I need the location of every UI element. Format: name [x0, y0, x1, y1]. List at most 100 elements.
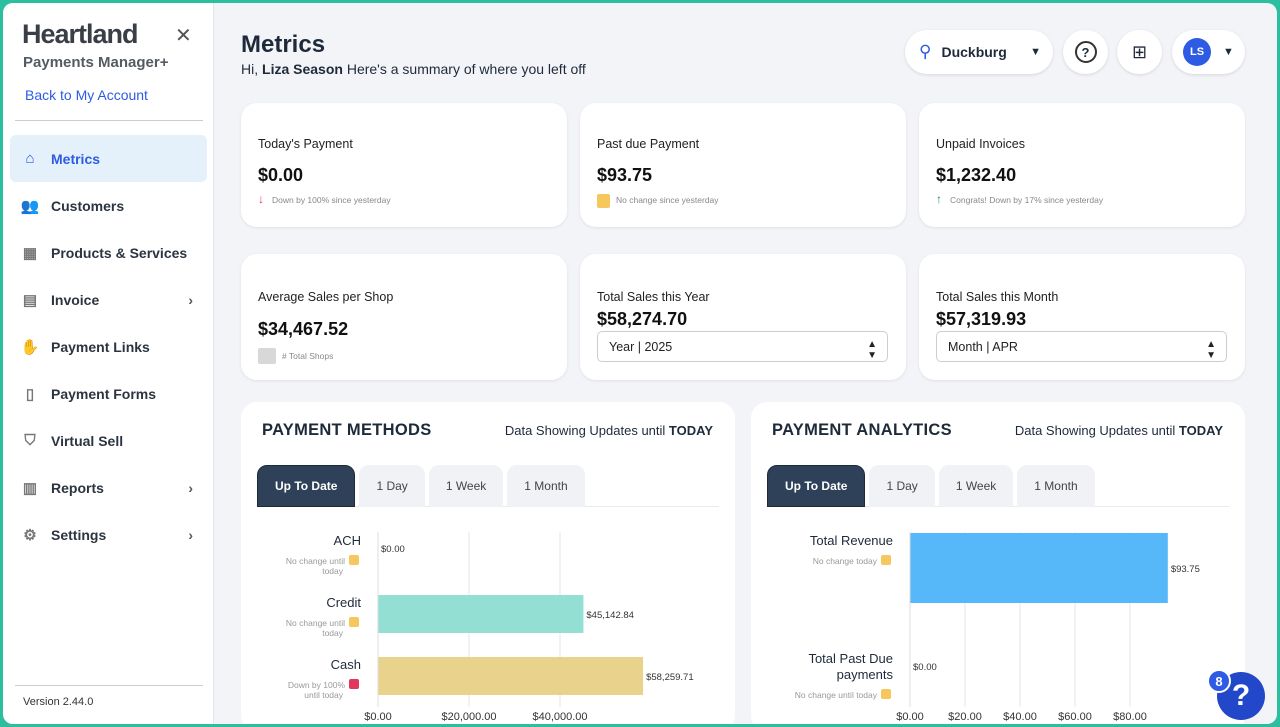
tab-1-day[interactable]: 1 Day [869, 465, 935, 507]
tab-1-month[interactable]: 1 Month [1017, 465, 1095, 507]
chevron-down-icon: ▼ [1223, 46, 1234, 58]
page-title: Metrics [241, 31, 326, 58]
data-label: $58,259.71 [646, 672, 694, 683]
app-window: Heartland Payments Manager+ ✕ Back to My… [3, 3, 1277, 724]
gears-icon: ⚙ [23, 526, 37, 544]
sidebar-item-label: Virtual Sell [51, 432, 124, 449]
arrow-up-icon: ↑ [936, 192, 942, 206]
card-value: $93.75 [597, 165, 653, 185]
sidebar-item-virtual-sell[interactable]: ⛉ Virtual Sell [10, 417, 207, 464]
location-pin-icon: ⚲ [919, 42, 932, 61]
card-value: $34,467.52 [258, 319, 349, 339]
close-sidebar-icon[interactable]: ✕ [175, 25, 192, 47]
x-tick-label: $40,000.00 [532, 711, 587, 723]
thumbs-down-icon [349, 679, 359, 689]
change-note: No change today [813, 556, 878, 566]
card-note: Congrats! Down by 17% since yesterday [950, 195, 1104, 205]
bar [378, 657, 644, 695]
sort-arrows-icon: ▲ ▼ [867, 339, 877, 361]
help-button[interactable]: ? [1063, 30, 1108, 74]
change-note: No change until today [795, 690, 878, 700]
notification-badge: 8 [1207, 669, 1231, 693]
card-total-sales-year: Total Sales this Year $58,274.70 Year | … [580, 254, 906, 380]
card-note: # Total Shops [282, 351, 334, 361]
year-select[interactable]: Year | 2025 ▲ ▼ [597, 331, 888, 362]
panel-subtitle: Data Showing Updates until TODAY [1015, 423, 1223, 438]
tab-1-month[interactable]: 1 Month [507, 465, 585, 507]
users-icon: 👥 [20, 197, 40, 215]
no-change-icon [349, 617, 359, 627]
period-tabs: Up To Date 1 Day 1 Week 1 Month [767, 465, 1229, 507]
sidebar-item-metrics[interactable]: ⌂ Metrics [10, 135, 207, 182]
divider [15, 120, 203, 121]
bar [378, 595, 584, 633]
payment-methods-chart: $0.00 $20,000.00 $40,000.00 $0.00 ACH No chan… [286, 532, 694, 723]
greeting-prefix: Hi, [241, 61, 259, 77]
question-icon: ? [1074, 41, 1097, 63]
arrow-down-icon: ↓ [258, 192, 264, 206]
tab-1-week[interactable]: 1 Week [938, 465, 1014, 507]
card-value: $58,274.70 [597, 309, 688, 329]
card-label: Total Sales this Month [936, 290, 1059, 304]
x-tick-label: $80.00 [1113, 711, 1147, 723]
back-to-account-link[interactable]: Back to My Account [25, 87, 148, 103]
category-label: Cash [331, 657, 361, 672]
tab-1-day[interactable]: 1 Day [359, 465, 425, 507]
basket-icon: ⛉ [24, 432, 36, 449]
user-menu[interactable]: LS ▼ [1172, 30, 1245, 74]
sidebar-item-label: Payment Forms [51, 385, 157, 402]
select-value: Year | 2025 [609, 340, 673, 354]
tab-1-week[interactable]: 1 Week [428, 465, 504, 507]
card-label: Past due Payment [597, 137, 700, 151]
sidebar-item-invoice[interactable]: ▤ Invoice › [10, 276, 207, 323]
card-label: Unpaid Invoices [936, 137, 1025, 151]
product-name: Payments Manager+ [23, 54, 169, 71]
month-select[interactable]: Month | APR ▲ ▼ [936, 331, 1227, 362]
apps-button[interactable]: ⊞ [1117, 30, 1162, 74]
sidebar-item-customers[interactable]: 👥 Customers [10, 182, 207, 229]
no-change-icon [349, 555, 359, 565]
x-tick-label: $20.00 [948, 711, 982, 723]
card-note: No change since yesterday [616, 195, 719, 205]
bar [910, 533, 1168, 603]
x-tick-label: $60.00 [1058, 711, 1092, 723]
sidebar-item-label: Invoice [51, 291, 100, 308]
sidebar-item-reports[interactable]: ▥ Reports › [10, 464, 207, 511]
hand-coin-icon: ✋ [20, 338, 40, 356]
sidebar-item-settings[interactable]: ⚙ Settings › [10, 511, 207, 558]
location-selector[interactable]: ⚲ Duckburg ▼ [905, 30, 1053, 74]
category-label: Total Past Due [808, 651, 893, 666]
divider [15, 685, 203, 686]
payment-analytics-panel: PAYMENT ANALYTICS Data Showing Updates u… [751, 402, 1245, 724]
sidebar-item-products[interactable]: ▦ Products & Services [10, 229, 207, 276]
sidebar-item-label: Customers [51, 197, 125, 214]
sidebar-item-label: Reports [51, 479, 104, 496]
card-past-due-payment: Past due Payment $93.75 No change since … [580, 103, 906, 227]
subtitle-bold: TODAY [1178, 423, 1223, 438]
chevron-right-icon: › [188, 291, 193, 308]
card-label: Total Sales this Year [597, 290, 710, 304]
data-label: $93.75 [1171, 564, 1200, 575]
x-tick-label: $0.00 [364, 711, 392, 723]
card-todays-payment: Today's Payment $0.00 ↓ Down by 100% sin… [241, 103, 567, 227]
form-icon: ▯ [25, 385, 35, 403]
version-label: Version 2.44.0 [23, 696, 94, 708]
subtitle-text: Data Showing Updates until [1014, 423, 1176, 438]
card-unpaid-invoices: Unpaid Invoices $1,232.40 ↑ Congrats! Do… [919, 103, 1245, 227]
tab-up-to-date[interactable]: Up To Date [767, 465, 866, 507]
greeting-text: Here's a summary of where you left off [346, 61, 586, 77]
card-note: Down by 100% since yesterday [272, 195, 391, 205]
tab-up-to-date[interactable]: Up To Date [257, 465, 356, 507]
x-tick-label: $0.00 [896, 711, 924, 723]
document-icon: ▤ [22, 291, 38, 309]
sort-arrows-icon: ▲ ▼ [1206, 339, 1216, 361]
category-label: payments [837, 667, 894, 682]
brand-logo: Heartland [22, 19, 139, 49]
change-note: today [322, 566, 344, 576]
panel-subtitle: Data Showing Updates until TODAY [505, 423, 713, 438]
sidebar-item-payment-links[interactable]: ✋ Payment Links [10, 323, 207, 370]
panel-title: PAYMENT METHODS [262, 421, 432, 439]
data-label: $0.00 [381, 544, 405, 555]
subtitle-text: Data Showing Updates until [504, 423, 666, 438]
sidebar-item-payment-forms[interactable]: ▯ Payment Forms [10, 370, 207, 417]
